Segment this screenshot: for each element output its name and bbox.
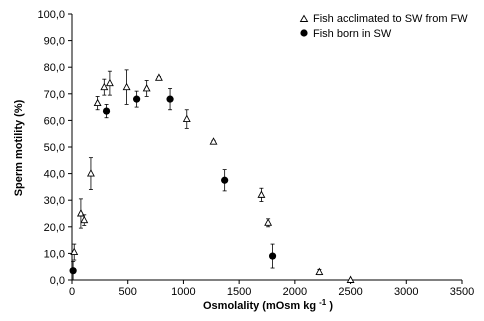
x-axis-title-suffix: ): [329, 300, 333, 312]
x-axis-title-superscript: -1: [319, 298, 327, 307]
data-point-circle: [166, 95, 174, 103]
series-born-sw: [69, 88, 277, 281]
legend-triangle-icon: [299, 14, 309, 22]
x-axis-title: Osmolality (mOsm kg -1 ): [203, 296, 333, 312]
x-tick-label: 3500: [450, 286, 474, 298]
axes: [71, 14, 462, 281]
data-point-triangle: [315, 267, 324, 275]
y-axis-title: Sperm motility (%): [13, 99, 25, 196]
data-point-triangle: [154, 73, 163, 81]
x-tick-label: 1500: [227, 286, 251, 298]
legend-label-acclimated: Fish acclimated to SW from FW: [313, 13, 468, 25]
legend: Fish acclimated to SW from FW Fish born …: [299, 13, 468, 40]
data-point-circle: [221, 176, 229, 184]
data-point-triangle: [209, 137, 218, 145]
series-acclimated: [70, 69, 355, 283]
x-tick-label: 0: [69, 286, 75, 298]
data-point-triangle: [346, 275, 355, 283]
data-point-circle: [268, 252, 277, 260]
data-point-triangle: [86, 169, 95, 177]
x-tick-label: 3000: [394, 286, 418, 298]
data-point-triangle: [257, 190, 266, 198]
data-point-circle: [133, 95, 141, 103]
y-tick-label: 90,0: [44, 36, 65, 48]
y-tick-label: 0,0: [50, 275, 65, 287]
x-ticks: 0 500 1000 1500 2000 2500 3000 3500: [69, 280, 474, 298]
x-tick-label: 2500: [338, 286, 362, 298]
y-tick-label: 60,0: [44, 115, 65, 127]
data-point-triangle: [105, 78, 114, 87]
y-tick-label: 40,0: [44, 169, 65, 181]
data-point-circle: [102, 107, 111, 115]
y-tick-label: 70,0: [44, 89, 65, 101]
data-point-triangle: [122, 82, 131, 91]
data-series: [69, 69, 355, 283]
x-axis-title-main: Osmolality (mOsm kg: [203, 300, 316, 312]
data-point-triangle: [182, 114, 191, 123]
y-tick-label: 80,0: [44, 62, 65, 74]
data-point-triangle: [142, 84, 151, 92]
y-tick-label: 20,0: [44, 222, 65, 234]
legend-circle-icon: [300, 29, 308, 37]
data-point-circle: [69, 267, 77, 275]
x-tick-label: 500: [119, 286, 137, 298]
x-tick-label: 2000: [283, 286, 307, 298]
data-point-triangle: [264, 218, 273, 226]
data-point-triangle: [80, 215, 89, 224]
data-point-triangle: [93, 98, 102, 107]
y-ticks: 0,0 10,0 20,0 30,0 40,0 50,0 60,0 70,0 80,0 90,0 1…: [37, 9, 72, 287]
x-tick-label: 1000: [171, 286, 195, 298]
y-tick-label: 100,0: [37, 9, 65, 21]
data-point-triangle: [70, 247, 79, 256]
data-point-triangle: [100, 82, 109, 91]
y-tick-label: 30,0: [44, 195, 65, 207]
legend-label-born-sw: Fish born in SW: [313, 28, 392, 40]
y-tick-label: 50,0: [44, 142, 65, 154]
y-tick-label: 10,0: [44, 248, 65, 260]
